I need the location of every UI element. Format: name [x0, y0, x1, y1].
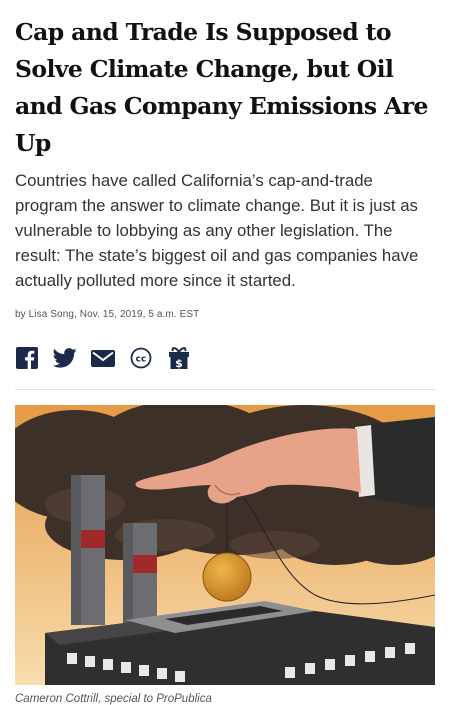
article-headline: Cap and Trade Is Supposed to Solve Clima… — [15, 18, 428, 157]
article-dek: Countries have called California’s cap-a… — [15, 171, 419, 290]
article-byline: by Lisa Song, Nov. 15, 2019, 5 a.m. EST — [15, 309, 200, 320]
share-bar: cc $ — [15, 345, 435, 371]
creative-commons-icon[interactable]: cc — [129, 346, 153, 370]
twitter-icon[interactable] — [53, 346, 77, 370]
svg-text:cc: cc — [136, 355, 147, 365]
divider — [15, 389, 435, 390]
image-credit: Cameron Cottrill, special to ProPublica — [15, 693, 212, 705]
email-icon[interactable] — [91, 346, 115, 370]
gift-icon[interactable]: $ — [167, 346, 191, 370]
svg-text:$: $ — [175, 357, 183, 370]
article-illustration — [15, 405, 435, 685]
facebook-icon[interactable] — [15, 346, 39, 370]
